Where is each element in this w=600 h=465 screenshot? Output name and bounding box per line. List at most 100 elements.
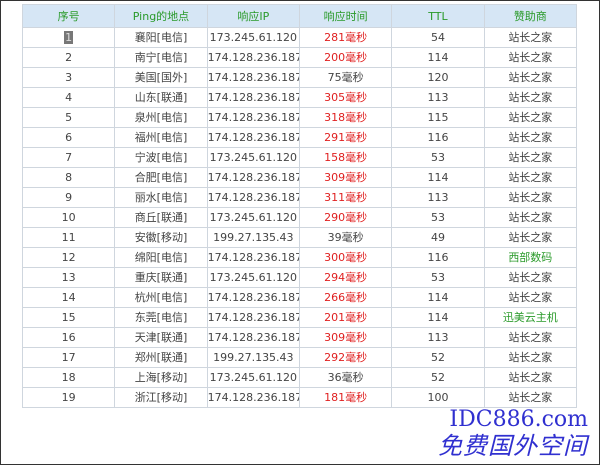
index-cell: 17: [21, 347, 116, 368]
location-cell: 安徽[移动]: [114, 227, 208, 248]
sponsor-cell[interactable]: 站长之家: [483, 267, 578, 288]
location-cell: 美国[国外]: [114, 67, 208, 88]
response-time-cell: 311毫秒: [298, 187, 393, 208]
sponsor-cell[interactable]: 站长之家: [483, 327, 578, 348]
response-time-cell: 75毫秒: [298, 67, 393, 88]
table-row: 6 福州[电信] 174.128.236.187 291毫秒 116 站长之家: [21, 127, 578, 148]
location-cell: 重庆[联通]: [114, 267, 208, 288]
ip-cell: 174.128.236.187: [206, 327, 300, 348]
table-row: 19 浙江[移动] 174.128.236.187 181毫秒 100 站长之家: [21, 387, 578, 408]
col-header-sponsor: 赞助商: [483, 4, 578, 28]
ttl-cell: 100: [391, 387, 485, 408]
sponsor-cell[interactable]: 站长之家: [483, 207, 578, 228]
sponsor-cell[interactable]: 站长之家: [483, 67, 578, 88]
response-time-cell: 309毫秒: [298, 167, 393, 188]
col-header-ttl: TTL: [391, 4, 485, 28]
ip-cell: 174.128.236.187: [206, 307, 300, 328]
table-row: 10 商丘[联通] 173.245.61.120 290毫秒 53 站长之家: [21, 207, 578, 228]
location-cell: 杭州[电信]: [114, 287, 208, 308]
ip-cell: 173.245.61.120: [206, 147, 300, 168]
response-time-cell: 200毫秒: [298, 47, 393, 68]
index-cell: 2: [21, 47, 116, 68]
ping-results-table: 序号 Ping的地点 响应IP 响应时间 TTL 赞助商 1 襄阳[电信] 173.…: [21, 4, 578, 408]
ip-cell: 174.128.236.187: [206, 187, 300, 208]
index-cell: 8: [21, 167, 116, 188]
index-cell: 19: [21, 387, 116, 408]
index-cell: 11: [21, 227, 116, 248]
ip-cell: 173.245.61.120: [206, 27, 300, 48]
response-time-cell: 292毫秒: [298, 347, 393, 368]
location-cell: 郑州[联通]: [114, 347, 208, 368]
ip-cell: 174.128.236.187: [206, 387, 300, 408]
location-cell: 襄阳[电信]: [114, 27, 208, 48]
index-cell: 5: [21, 107, 116, 128]
table-row: 14 杭州[电信] 174.128.236.187 266毫秒 114 站长之家: [21, 287, 578, 308]
table-row: 12 绵阳[电信] 174.128.236.187 300毫秒 116 西部数码: [21, 247, 578, 268]
ip-cell: 174.128.236.187: [206, 127, 300, 148]
location-cell: 商丘[联通]: [114, 207, 208, 228]
sponsor-cell[interactable]: 站长之家: [483, 87, 578, 108]
response-time-cell: 290毫秒: [298, 207, 393, 228]
ip-cell: 174.128.236.187: [206, 67, 300, 88]
ip-cell: 199.27.135.43: [206, 227, 300, 248]
ip-cell: 174.128.236.187: [206, 107, 300, 128]
table-row: 8 合肥[电信] 174.128.236.187 309毫秒 114 站长之家: [21, 167, 578, 188]
sponsor-cell[interactable]: 西部数码: [483, 247, 578, 268]
table-row: 13 重庆[联通] 173.245.61.120 294毫秒 53 站长之家: [21, 267, 578, 288]
table-row: 5 泉州[电信] 174.128.236.187 318毫秒 115 站长之家: [21, 107, 578, 128]
ip-cell: 173.245.61.120: [206, 207, 300, 228]
location-cell: 上海[移动]: [114, 367, 208, 388]
location-cell: 丽水[电信]: [114, 187, 208, 208]
response-time-cell: 305毫秒: [298, 87, 393, 108]
sponsor-cell[interactable]: 站长之家: [483, 387, 578, 408]
location-cell: 福州[电信]: [114, 127, 208, 148]
col-header-response-time: 响应时间: [298, 4, 393, 28]
index-cell: 9: [21, 187, 116, 208]
response-time-cell: 281毫秒: [298, 27, 393, 48]
index-cell: 18: [21, 367, 116, 388]
sponsor-cell[interactable]: 站长之家: [483, 287, 578, 308]
ip-cell: 173.245.61.120: [206, 367, 300, 388]
sponsor-cell[interactable]: 站长之家: [483, 167, 578, 188]
watermark-line1: IDC886.com: [449, 407, 588, 432]
response-time-cell: 36毫秒: [298, 367, 393, 388]
index-cell: 14: [21, 287, 116, 308]
col-header-ip: 响应IP: [206, 4, 300, 28]
sponsor-cell[interactable]: 迅美云主机: [483, 307, 578, 328]
ttl-cell: 115: [391, 107, 485, 128]
ttl-cell: 116: [391, 247, 485, 268]
response-time-cell: 300毫秒: [298, 247, 393, 268]
location-cell: 合肥[电信]: [114, 167, 208, 188]
index-cell: 6: [21, 127, 116, 148]
index-cell: 3: [21, 67, 116, 88]
response-time-cell: 39毫秒: [298, 227, 393, 248]
sponsor-cell[interactable]: 站长之家: [483, 47, 578, 68]
response-time-cell: 266毫秒: [298, 287, 393, 308]
sponsor-cell[interactable]: 站长之家: [483, 187, 578, 208]
ttl-cell: 114: [391, 307, 485, 328]
index-cell: 4: [21, 87, 116, 108]
location-cell: 泉州[电信]: [114, 107, 208, 128]
sponsor-cell[interactable]: 站长之家: [483, 227, 578, 248]
index-cell: 16: [21, 327, 116, 348]
location-cell: 东莞[电信]: [114, 307, 208, 328]
sponsor-cell[interactable]: 站长之家: [483, 107, 578, 128]
sponsor-cell[interactable]: 站长之家: [483, 147, 578, 168]
sponsor-cell[interactable]: 站长之家: [483, 347, 578, 368]
ttl-cell: 114: [391, 287, 485, 308]
index-cell: 12: [21, 247, 116, 268]
index-cell: 13: [21, 267, 116, 288]
sponsor-cell[interactable]: 站长之家: [483, 127, 578, 148]
ttl-cell: 120: [391, 67, 485, 88]
ttl-cell: 116: [391, 127, 485, 148]
ttl-cell: 53: [391, 207, 485, 228]
location-cell: 山东[联通]: [114, 87, 208, 108]
response-time-cell: 181毫秒: [298, 387, 393, 408]
table-row: 16 天津[联通] 174.128.236.187 309毫秒 113 站长之家: [21, 327, 578, 348]
sponsor-cell[interactable]: 站长之家: [483, 27, 578, 48]
table-row: 15 东莞[电信] 174.128.236.187 201毫秒 114 迅美云主机: [21, 307, 578, 328]
sponsor-cell[interactable]: 站长之家: [483, 367, 578, 388]
index-cell: 15: [21, 307, 116, 328]
ip-cell: 174.128.236.187: [206, 287, 300, 308]
ttl-cell: 114: [391, 47, 485, 68]
